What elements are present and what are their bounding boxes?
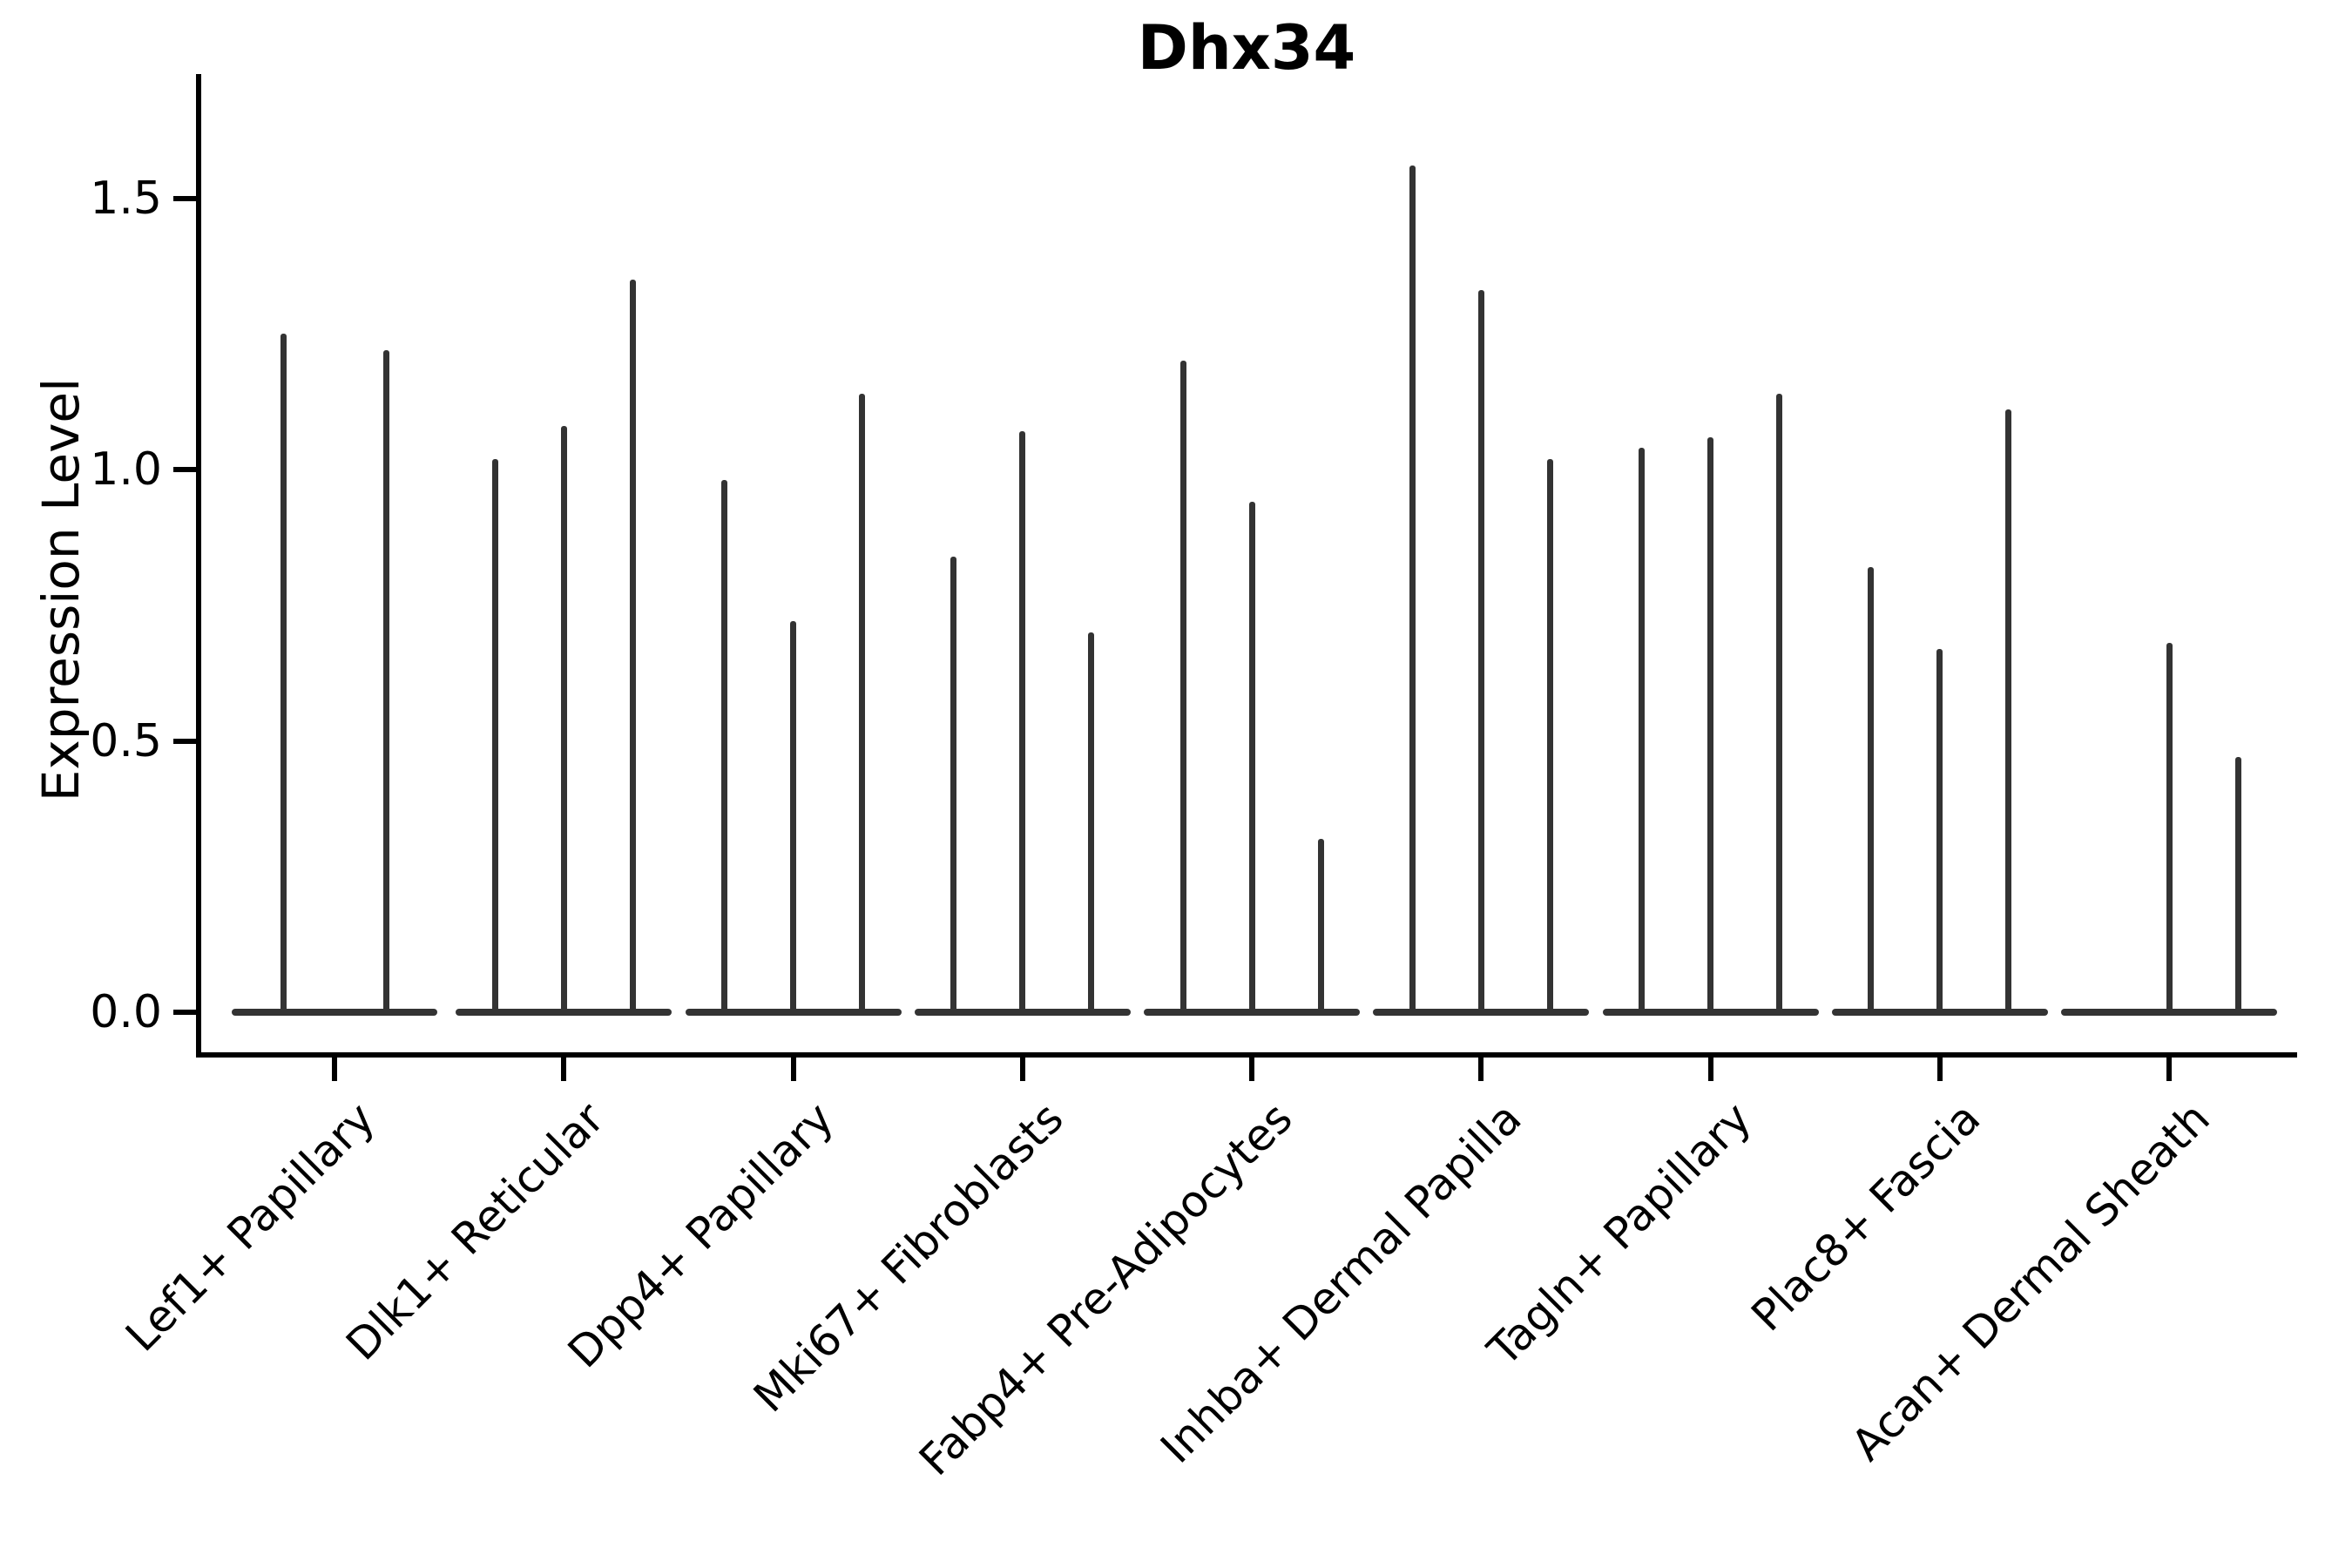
- x-axis-tick: [561, 1058, 567, 1081]
- violin-spike: [950, 556, 957, 1016]
- x-axis-tick: [1249, 1058, 1254, 1081]
- violin-spike: [2005, 409, 2012, 1016]
- x-axis-tick: [332, 1058, 337, 1081]
- x-axis-tick: [1707, 1058, 1713, 1081]
- x-tick-label: Lef1+ Papillary: [116, 1092, 385, 1362]
- x-tick-label: Fabp4+ Pre-Adipocytes: [909, 1092, 1302, 1486]
- y-axis-spine: [196, 74, 201, 1057]
- violin-spike: [629, 279, 636, 1016]
- y-tick-label: 0.0: [90, 986, 162, 1038]
- violin-spike: [1639, 448, 1645, 1016]
- violin-spike: [280, 334, 287, 1016]
- violin-spike: [560, 426, 567, 1016]
- violin-spike: [1317, 838, 1324, 1016]
- plot-title: Dhx34: [1137, 12, 1356, 84]
- violin-spike: [1936, 648, 1943, 1016]
- violin-baseline: [232, 1009, 437, 1016]
- violin-spike: [859, 393, 865, 1016]
- violin-spike: [1409, 166, 1416, 1016]
- violin-spike: [1776, 393, 1782, 1016]
- x-axis-tick: [2166, 1058, 2172, 1081]
- x-axis-spine: [196, 1052, 2297, 1058]
- x-axis-tick: [790, 1058, 796, 1081]
- y-tick-label: 0.5: [90, 714, 162, 767]
- x-axis-tick: [1478, 1058, 1484, 1081]
- y-tick-label: 1.5: [90, 172, 162, 225]
- violin-spike: [1179, 361, 1186, 1016]
- x-axis-tick: [1936, 1058, 1943, 1081]
- violin-spike: [2234, 757, 2241, 1016]
- violin-spike: [721, 480, 727, 1016]
- violin-spike: [1868, 567, 1875, 1016]
- y-axis-tick: [173, 738, 196, 744]
- violin-spike: [382, 349, 389, 1016]
- violin-spike: [2166, 643, 2173, 1016]
- violin-spike: [1546, 458, 1553, 1016]
- violin-spike: [1019, 431, 1026, 1016]
- y-axis-tick: [173, 195, 196, 201]
- y-axis-tick: [173, 1010, 196, 1015]
- violin-spike: [1707, 436, 1713, 1016]
- y-tick-label: 1.0: [90, 443, 162, 496]
- x-axis-tick: [1019, 1058, 1025, 1081]
- violin-spike: [1088, 632, 1095, 1016]
- violin-spike: [1477, 290, 1484, 1016]
- violin-spike: [491, 458, 498, 1016]
- x-tick-label: Plac8+ Fascia: [1741, 1092, 1990, 1342]
- violin-spike: [1248, 502, 1255, 1016]
- y-axis-tick: [173, 467, 196, 472]
- violin-spike: [790, 621, 796, 1016]
